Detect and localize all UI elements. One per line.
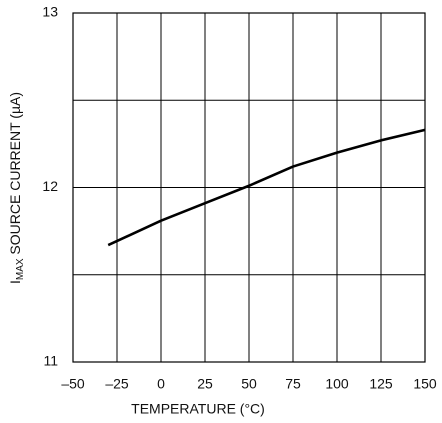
plot-frame — [72, 12, 426, 363]
data-line — [107, 128, 426, 247]
y-tick-label: 12 — [42, 178, 58, 194]
y-tick-label: 13 — [42, 4, 58, 20]
y-axis-label-main: I — [7, 280, 23, 284]
y-axis-label-subscript: MAX — [15, 258, 26, 280]
x-tick-label: 125 — [369, 376, 393, 392]
x-tick-label: 100 — [325, 376, 349, 392]
y-axis-label-rest: SOURCE CURRENT (µA) — [7, 92, 23, 258]
y-tick-label: 11 — [43, 353, 58, 369]
x-tick-label: 75 — [285, 376, 301, 392]
x-tick-label: 25 — [197, 376, 213, 392]
x-tick-label: –25 — [105, 376, 129, 392]
x-tick-label: 0 — [157, 376, 165, 392]
x-tick-label: 50 — [241, 376, 257, 392]
y-axis-label: IMAX SOURCE CURRENT (µA) — [7, 92, 26, 284]
x-axis-label: TEMPERATURE (°C) — [131, 401, 265, 417]
x-tick-label: –50 — [61, 376, 85, 392]
x-tick-label: 150 — [413, 376, 437, 392]
